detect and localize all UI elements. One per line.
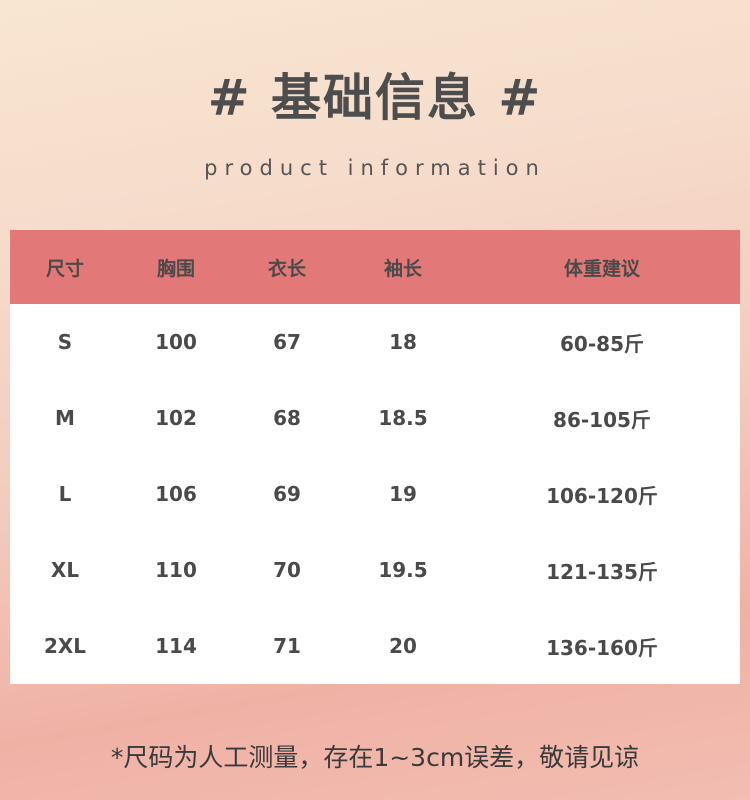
table-header: 尺寸 胸围 衣长 袖长 体重建议: [10, 230, 740, 304]
table-cell: 19: [389, 482, 417, 506]
header-cell: 胸围: [156, 257, 195, 280]
header-cell: 衣长: [267, 257, 306, 280]
table-cell: 86-105斤: [553, 407, 651, 432]
table-cell: 106: [155, 482, 197, 506]
table-cell: 114: [155, 634, 197, 658]
header-cell: 尺寸: [45, 257, 84, 280]
table-cell: 70: [273, 558, 301, 582]
table-cell: 60-85斤: [560, 331, 644, 356]
table-cell: 110: [155, 558, 197, 582]
table-row: 2XL 114 71 20 136-160斤: [10, 608, 740, 684]
table-cell: 19.5: [378, 558, 428, 582]
table-cell: 102: [155, 406, 197, 430]
table-cell: 67: [273, 330, 301, 354]
page-subtitle: product information: [204, 156, 546, 180]
table-row: S 100 67 18 60-85斤: [10, 304, 740, 380]
table-row: M 102 68 18.5 86-105斤: [10, 380, 740, 456]
table-cell: 69: [273, 482, 301, 506]
table-cell: 100: [155, 330, 197, 354]
header-cell: 袖长: [383, 257, 422, 280]
table-row: XL 110 70 19.5 121-135斤: [10, 532, 740, 608]
table-cell: XL: [50, 558, 80, 582]
table-cell: L: [58, 482, 72, 506]
page-title: # 基础信息 #: [207, 69, 543, 127]
table-cell: 106-120斤: [546, 483, 658, 508]
table-cell: 18: [389, 330, 417, 354]
table-cell: 20: [389, 634, 417, 658]
table-cell: 2XL: [43, 634, 87, 658]
table-cell: 68: [273, 406, 301, 430]
table-cell: 71: [273, 634, 301, 658]
table-cell: S: [57, 330, 73, 354]
table-cell: 18.5: [378, 406, 428, 430]
header-cell: 体重建议: [563, 257, 640, 280]
table-cell: 121-135斤: [546, 559, 658, 584]
table-row: L 106 69 19 106-120斤: [10, 456, 740, 532]
table-cell: M: [55, 406, 75, 430]
table-cell: 136-160斤: [546, 635, 658, 660]
measurement-note: *尺码为人工测量，存在1~3cm误差，敬请见谅: [110, 743, 640, 772]
size-table: 尺寸 胸围 衣长 袖长 体重建议 S 100 67 18 60-85斤 M 102 68 18.…: [10, 230, 740, 684]
